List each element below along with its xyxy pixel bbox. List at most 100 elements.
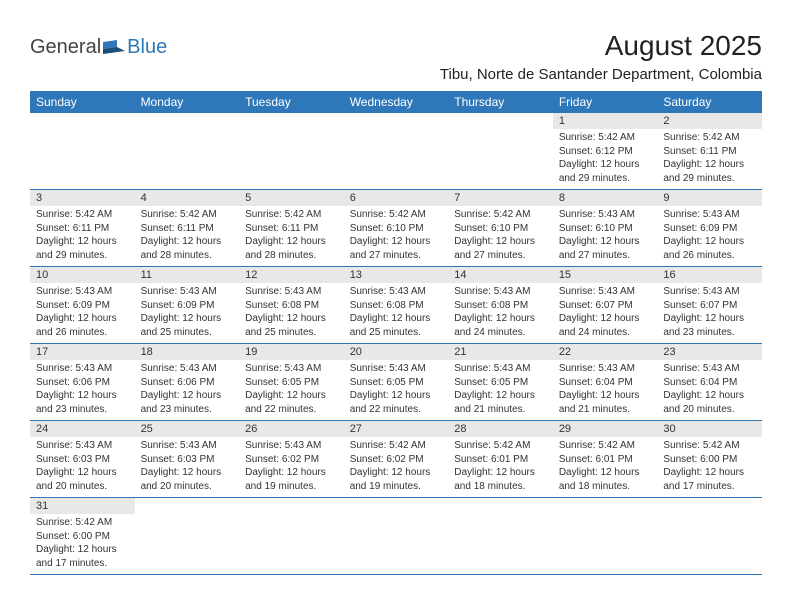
location-text: Tibu, Norte de Santander Department, Col… bbox=[440, 66, 762, 83]
day-data: Sunrise: 5:43 AMSunset: 6:07 PMDaylight:… bbox=[657, 283, 762, 343]
calendar-row: 31Sunrise: 5:42 AMSunset: 6:00 PMDayligh… bbox=[30, 498, 762, 575]
day-data: Sunrise: 5:43 AMSunset: 6:09 PMDaylight:… bbox=[657, 206, 762, 266]
calendar-cell: 9Sunrise: 5:43 AMSunset: 6:09 PMDaylight… bbox=[657, 190, 762, 267]
calendar-cell: 19Sunrise: 5:43 AMSunset: 6:05 PMDayligh… bbox=[239, 344, 344, 421]
day-number: 10 bbox=[30, 267, 135, 283]
day-data: Sunrise: 5:43 AMSunset: 6:02 PMDaylight:… bbox=[239, 437, 344, 497]
day-data: Sunrise: 5:43 AMSunset: 6:08 PMDaylight:… bbox=[344, 283, 449, 343]
day-data: Sunrise: 5:43 AMSunset: 6:04 PMDaylight:… bbox=[657, 360, 762, 420]
day-data: Sunrise: 5:43 AMSunset: 6:03 PMDaylight:… bbox=[30, 437, 135, 497]
day-number: 31 bbox=[30, 498, 135, 514]
day-data: Sunrise: 5:43 AMSunset: 6:05 PMDaylight:… bbox=[239, 360, 344, 420]
day-number: 22 bbox=[553, 344, 658, 360]
calendar-cell: 25Sunrise: 5:43 AMSunset: 6:03 PMDayligh… bbox=[135, 421, 240, 498]
weekday-header: Saturday bbox=[657, 91, 762, 113]
calendar-cell-empty bbox=[239, 113, 344, 190]
calendar-cell: 17Sunrise: 5:43 AMSunset: 6:06 PMDayligh… bbox=[30, 344, 135, 421]
day-number: 13 bbox=[344, 267, 449, 283]
day-number: 2 bbox=[657, 113, 762, 129]
title-block: August 2025 Tibu, Norte de Santander Dep… bbox=[440, 30, 762, 83]
calendar-cell: 12Sunrise: 5:43 AMSunset: 6:08 PMDayligh… bbox=[239, 267, 344, 344]
calendar-cell-empty bbox=[30, 113, 135, 190]
day-data: Sunrise: 5:43 AMSunset: 6:04 PMDaylight:… bbox=[553, 360, 658, 420]
calendar-row: 24Sunrise: 5:43 AMSunset: 6:03 PMDayligh… bbox=[30, 421, 762, 498]
day-number: 4 bbox=[135, 190, 240, 206]
day-number: 30 bbox=[657, 421, 762, 437]
day-number: 19 bbox=[239, 344, 344, 360]
calendar-cell: 27Sunrise: 5:42 AMSunset: 6:02 PMDayligh… bbox=[344, 421, 449, 498]
calendar-cell-empty bbox=[448, 498, 553, 575]
day-number: 1 bbox=[553, 113, 658, 129]
calendar-cell: 21Sunrise: 5:43 AMSunset: 6:05 PMDayligh… bbox=[448, 344, 553, 421]
calendar-cell: 13Sunrise: 5:43 AMSunset: 6:08 PMDayligh… bbox=[344, 267, 449, 344]
day-number: 29 bbox=[553, 421, 658, 437]
calendar-table: SundayMondayTuesdayWednesdayThursdayFrid… bbox=[30, 91, 762, 575]
calendar-cell: 15Sunrise: 5:43 AMSunset: 6:07 PMDayligh… bbox=[553, 267, 658, 344]
calendar-cell: 24Sunrise: 5:43 AMSunset: 6:03 PMDayligh… bbox=[30, 421, 135, 498]
calendar-head: SundayMondayTuesdayWednesdayThursdayFrid… bbox=[30, 91, 762, 113]
calendar-cell-empty bbox=[135, 113, 240, 190]
logo-text-blue: Blue bbox=[127, 36, 167, 59]
logo-text-general: General bbox=[30, 36, 101, 59]
day-number: 17 bbox=[30, 344, 135, 360]
day-number: 5 bbox=[239, 190, 344, 206]
calendar-cell: 22Sunrise: 5:43 AMSunset: 6:04 PMDayligh… bbox=[553, 344, 658, 421]
calendar-cell: 26Sunrise: 5:43 AMSunset: 6:02 PMDayligh… bbox=[239, 421, 344, 498]
day-number: 15 bbox=[553, 267, 658, 283]
calendar-cell: 30Sunrise: 5:42 AMSunset: 6:00 PMDayligh… bbox=[657, 421, 762, 498]
day-number: 9 bbox=[657, 190, 762, 206]
day-data: Sunrise: 5:43 AMSunset: 6:08 PMDaylight:… bbox=[239, 283, 344, 343]
calendar-cell: 5Sunrise: 5:42 AMSunset: 6:11 PMDaylight… bbox=[239, 190, 344, 267]
day-number: 12 bbox=[239, 267, 344, 283]
calendar-cell-empty bbox=[344, 113, 449, 190]
day-data: Sunrise: 5:43 AMSunset: 6:05 PMDaylight:… bbox=[344, 360, 449, 420]
day-data: Sunrise: 5:42 AMSunset: 6:00 PMDaylight:… bbox=[30, 514, 135, 574]
day-data: Sunrise: 5:42 AMSunset: 6:10 PMDaylight:… bbox=[344, 206, 449, 266]
weekday-header: Sunday bbox=[30, 91, 135, 113]
calendar-row: 1Sunrise: 5:42 AMSunset: 6:12 PMDaylight… bbox=[30, 113, 762, 190]
day-data: Sunrise: 5:43 AMSunset: 6:09 PMDaylight:… bbox=[135, 283, 240, 343]
day-number: 14 bbox=[448, 267, 553, 283]
day-data: Sunrise: 5:42 AMSunset: 6:12 PMDaylight:… bbox=[553, 129, 658, 189]
calendar-cell: 20Sunrise: 5:43 AMSunset: 6:05 PMDayligh… bbox=[344, 344, 449, 421]
day-number: 11 bbox=[135, 267, 240, 283]
weekday-header: Friday bbox=[553, 91, 658, 113]
day-data: Sunrise: 5:43 AMSunset: 6:07 PMDaylight:… bbox=[553, 283, 658, 343]
day-data: Sunrise: 5:42 AMSunset: 6:11 PMDaylight:… bbox=[239, 206, 344, 266]
weekday-header: Thursday bbox=[448, 91, 553, 113]
calendar-body: 1Sunrise: 5:42 AMSunset: 6:12 PMDaylight… bbox=[30, 113, 762, 575]
day-data: Sunrise: 5:42 AMSunset: 6:10 PMDaylight:… bbox=[448, 206, 553, 266]
flag-icon bbox=[103, 40, 125, 56]
day-data: Sunrise: 5:42 AMSunset: 6:11 PMDaylight:… bbox=[135, 206, 240, 266]
calendar-cell: 28Sunrise: 5:42 AMSunset: 6:01 PMDayligh… bbox=[448, 421, 553, 498]
calendar-cell-empty bbox=[239, 498, 344, 575]
day-number: 7 bbox=[448, 190, 553, 206]
day-data: Sunrise: 5:43 AMSunset: 6:10 PMDaylight:… bbox=[553, 206, 658, 266]
calendar-cell: 18Sunrise: 5:43 AMSunset: 6:06 PMDayligh… bbox=[135, 344, 240, 421]
calendar-row: 10Sunrise: 5:43 AMSunset: 6:09 PMDayligh… bbox=[30, 267, 762, 344]
calendar-row: 3Sunrise: 5:42 AMSunset: 6:11 PMDaylight… bbox=[30, 190, 762, 267]
day-number: 28 bbox=[448, 421, 553, 437]
day-number: 24 bbox=[30, 421, 135, 437]
calendar-cell: 31Sunrise: 5:42 AMSunset: 6:00 PMDayligh… bbox=[30, 498, 135, 575]
month-title: August 2025 bbox=[440, 30, 762, 62]
day-number: 21 bbox=[448, 344, 553, 360]
day-data: Sunrise: 5:43 AMSunset: 6:08 PMDaylight:… bbox=[448, 283, 553, 343]
logo: General Blue bbox=[30, 30, 167, 59]
calendar-cell: 14Sunrise: 5:43 AMSunset: 6:08 PMDayligh… bbox=[448, 267, 553, 344]
calendar-cell: 23Sunrise: 5:43 AMSunset: 6:04 PMDayligh… bbox=[657, 344, 762, 421]
calendar-row: 17Sunrise: 5:43 AMSunset: 6:06 PMDayligh… bbox=[30, 344, 762, 421]
day-number: 8 bbox=[553, 190, 658, 206]
calendar-cell: 4Sunrise: 5:42 AMSunset: 6:11 PMDaylight… bbox=[135, 190, 240, 267]
weekday-header: Tuesday bbox=[239, 91, 344, 113]
day-data: Sunrise: 5:43 AMSunset: 6:03 PMDaylight:… bbox=[135, 437, 240, 497]
day-number: 23 bbox=[657, 344, 762, 360]
calendar-cell: 16Sunrise: 5:43 AMSunset: 6:07 PMDayligh… bbox=[657, 267, 762, 344]
calendar-cell-empty bbox=[553, 498, 658, 575]
day-number: 16 bbox=[657, 267, 762, 283]
calendar-cell: 11Sunrise: 5:43 AMSunset: 6:09 PMDayligh… bbox=[135, 267, 240, 344]
calendar-cell: 8Sunrise: 5:43 AMSunset: 6:10 PMDaylight… bbox=[553, 190, 658, 267]
calendar-cell-empty bbox=[135, 498, 240, 575]
weekday-header: Monday bbox=[135, 91, 240, 113]
calendar-cell: 7Sunrise: 5:42 AMSunset: 6:10 PMDaylight… bbox=[448, 190, 553, 267]
